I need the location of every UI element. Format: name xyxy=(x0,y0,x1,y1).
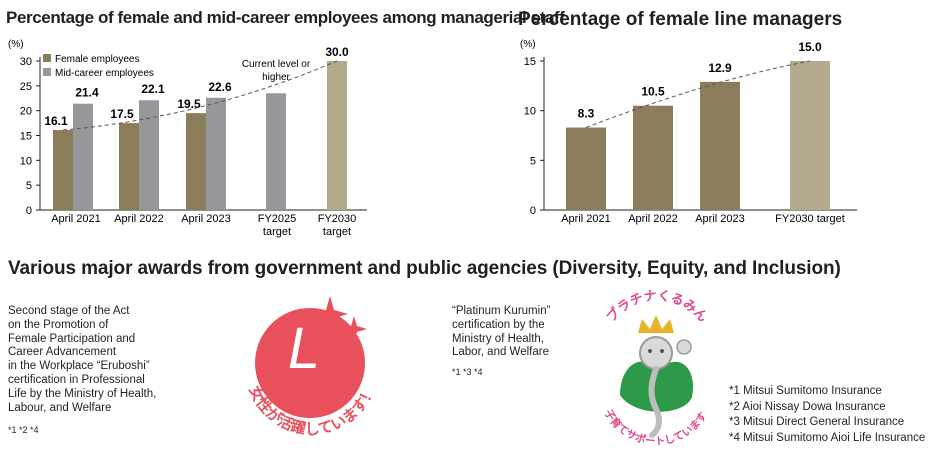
company-legend-item: *1 Mitsui Sumitomo Insurance xyxy=(729,385,882,397)
kurumin-stem xyxy=(648,366,662,438)
kurumin-description: “Platinum Kurumin” certification by the … xyxy=(452,305,550,360)
x-tick-label: target xyxy=(323,226,351,238)
x-tick-label: FY2030 xyxy=(318,213,357,225)
company-legend-item: *3 Mitsui Direct General Insurance xyxy=(729,416,905,428)
chart2: (%) 0 5 10 15 8.3 April 2021 10.5 April 2022 12.9… xyxy=(520,39,857,225)
line-manager-bar xyxy=(566,127,606,210)
x-tick-label: April 2023 xyxy=(181,213,231,225)
eruboshi-line: Female Participation and xyxy=(8,332,136,345)
kurumin-leaf xyxy=(620,361,694,412)
eruboshi-logo-circle xyxy=(255,308,365,418)
eruboshi-description: Second stage of the Act on the Promotion… xyxy=(8,305,156,415)
eruboshi-logo: L 女性が活躍しています！ xyxy=(245,296,379,438)
y-tick-label: 15 xyxy=(524,56,536,68)
chart1-title: Percentage of female and mid-career empl… xyxy=(6,8,565,27)
eruboshi-line: in the Workplace “Eruboshi” xyxy=(8,360,150,373)
kurumin-line: Ministry of Health, xyxy=(452,332,545,345)
mid-career-bar xyxy=(139,100,159,210)
legend-label-female: Female employees xyxy=(55,54,139,65)
company-legend: *1 Mitsui Sumitomo Insurance *2 Aioi Nis… xyxy=(729,384,925,446)
y-tick-label: 10 xyxy=(524,106,536,118)
female-data-label: 17.5 xyxy=(110,107,134,121)
y-axis-unit: (%) xyxy=(8,39,24,50)
kurumin-logo: プラチナくるみん 子育てサポートしています xyxy=(602,288,711,448)
y-tick-label: 30 xyxy=(20,56,32,68)
kurumin-notes: *1 *3 *4 xyxy=(452,367,483,377)
mid-career-data-label: 22.1 xyxy=(141,82,165,96)
mid-career-bar xyxy=(73,103,93,210)
y-tick-label: 5 xyxy=(530,155,536,167)
mid-career-bar xyxy=(206,97,226,210)
female-bar xyxy=(186,113,206,210)
line-manager-bar xyxy=(700,81,740,210)
x-tick-label: FY2025 xyxy=(258,213,297,225)
eye-icon xyxy=(660,349,664,353)
x-tick-label: April 2021 xyxy=(561,213,611,225)
kurumin-face xyxy=(639,336,673,370)
x-tick-label: FY2030 target xyxy=(775,213,845,225)
annotation-text: higher xyxy=(262,72,290,83)
y-tick-label: 25 xyxy=(20,81,32,93)
y-tick-label: 20 xyxy=(20,106,32,118)
x-tick-label: target xyxy=(263,226,291,238)
bar-data-label: 10.5 xyxy=(641,85,665,99)
x-tick-label: April 2023 xyxy=(695,213,745,225)
female-bar xyxy=(119,123,139,210)
y-tick-label: 5 xyxy=(26,180,32,192)
female-data-label: 19.5 xyxy=(177,97,201,111)
chart2-title: Percentage of female line managers xyxy=(518,9,843,30)
female-data-label: 30.0 xyxy=(325,45,349,59)
y-tick-label: 10 xyxy=(20,155,32,167)
crown-icon xyxy=(638,315,674,333)
legend-label-mid-career: Mid-career employees xyxy=(55,68,154,79)
star-icon xyxy=(341,316,367,342)
bar-data-label: 12.9 xyxy=(708,61,732,75)
trend-line xyxy=(585,60,811,129)
company-legend-item: *2 Aioi Nissay Dowa Insurance xyxy=(729,400,886,413)
female-bar xyxy=(53,130,73,210)
female-data-label: 16.1 xyxy=(44,114,68,128)
mid-career-data-label: 21.4 xyxy=(75,86,99,100)
female-trend-line xyxy=(62,60,338,131)
eruboshi-logo-mark: L xyxy=(288,316,320,381)
legend-swatch-female xyxy=(43,54,51,62)
awards-heading: Various major awards from government and… xyxy=(8,258,841,279)
eruboshi-line: certification in Professional xyxy=(8,373,145,386)
mid-career-data-label: 22.6 xyxy=(208,80,232,94)
eruboshi-line: on the Promotion of xyxy=(8,318,109,331)
y-tick-label: 0 xyxy=(26,205,32,217)
annotation-text: Current level or xyxy=(242,59,311,70)
mid-career-bar xyxy=(266,93,286,210)
eruboshi-line: Labour, and Welfare xyxy=(8,401,112,414)
legend-swatch-mid-career xyxy=(43,68,51,76)
x-tick-label: April 2022 xyxy=(114,213,164,225)
eye-icon xyxy=(648,349,652,353)
kurumin-line: “Platinum Kurumin” xyxy=(452,305,551,317)
bar-data-label: 8.3 xyxy=(578,107,595,121)
kurumin-line: Labor, and Welfare xyxy=(452,346,549,359)
eruboshi-line: Life by the Ministry of Health, xyxy=(8,387,157,400)
x-tick-label: April 2021 xyxy=(51,213,101,225)
chart1: (%) 0 5 10 15 20 25 30 16.1 17.5 19.5 30.0 21.4 22.1 2… xyxy=(8,39,367,238)
eruboshi-notes: *1 *2 *4 xyxy=(8,425,39,435)
bar-data-label: 15.0 xyxy=(798,40,822,54)
eruboshi-line: Career Advancement xyxy=(8,346,117,359)
company-legend-item: *4 Mitsui Sumitomo Aioi Life Insurance xyxy=(729,431,926,444)
line-manager-bar xyxy=(633,105,673,210)
y-axis-unit: (%) xyxy=(520,39,536,50)
x-tick-label: April 2022 xyxy=(628,213,678,225)
star-icon xyxy=(312,296,348,332)
kurumin-line: certification by the xyxy=(452,318,545,331)
y-tick-label: 15 xyxy=(20,131,32,143)
line-manager-bar xyxy=(790,61,830,210)
female-bar xyxy=(327,61,347,210)
kurumin-small-face xyxy=(676,339,692,355)
eruboshi-line: Second stage of the Act xyxy=(8,305,130,317)
y-tick-label: 0 xyxy=(530,205,536,217)
